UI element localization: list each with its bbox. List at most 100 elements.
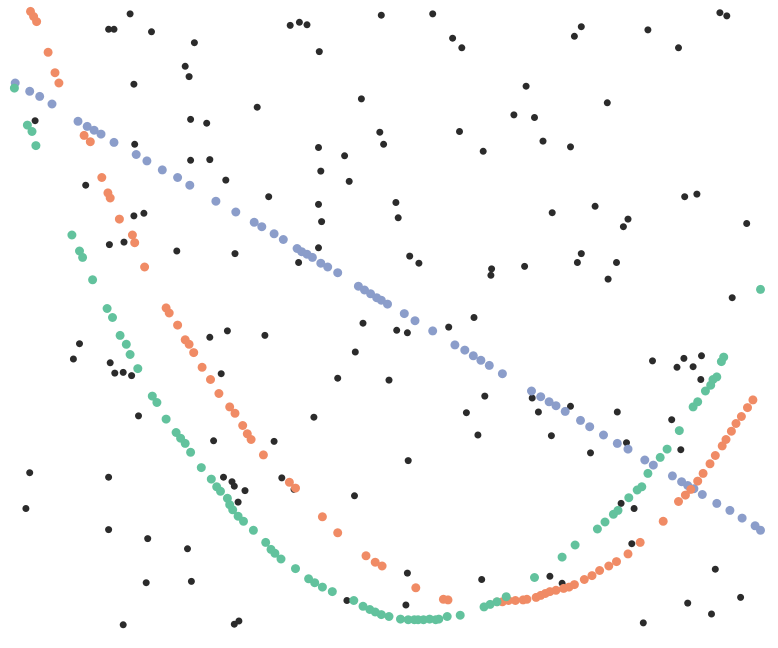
point-noise-32 — [380, 140, 388, 148]
series-curve-orange — [26, 6, 758, 607]
point-curve-blue-43 — [536, 392, 546, 402]
point-curve-orange-23 — [214, 389, 224, 398]
point-curve-blue-5 — [82, 121, 92, 131]
point-noise-115 — [404, 457, 412, 465]
point-curve-green-60 — [530, 573, 539, 582]
point-curve-orange-34 — [361, 551, 371, 561]
point-noise-83 — [445, 323, 453, 331]
point-noise-81 — [393, 326, 401, 334]
point-curve-blue-63 — [756, 525, 765, 535]
point-curve-orange-32 — [317, 512, 327, 522]
point-noise-3 — [148, 28, 155, 36]
point-curve-green-72 — [662, 444, 672, 454]
point-curve-blue-61 — [737, 513, 747, 523]
point-noise-15 — [577, 23, 585, 31]
point-curve-blue-50 — [612, 438, 622, 448]
point-curve-orange-63 — [680, 490, 690, 500]
point-noise-85 — [76, 340, 83, 348]
point-curve-green-15 — [152, 398, 162, 407]
point-noise-128 — [630, 505, 638, 512]
point-curve-green-34 — [276, 554, 286, 564]
point-curve-orange-64 — [686, 484, 696, 494]
point-curve-blue-10 — [142, 156, 152, 166]
point-curve-blue-19 — [278, 235, 288, 244]
point-curve-orange-3 — [43, 47, 53, 57]
point-noise-40 — [341, 152, 349, 160]
point-curve-green-59 — [501, 592, 511, 602]
point-curve-green-58 — [492, 597, 502, 607]
point-curve-green-12 — [125, 350, 135, 359]
point-noise-73 — [487, 271, 495, 279]
point-noise-145 — [119, 621, 127, 629]
point-curve-orange-37 — [411, 583, 421, 593]
point-noise-48 — [318, 218, 326, 226]
point-curve-green-21 — [196, 463, 206, 473]
point-noise-93 — [385, 376, 393, 384]
point-curve-orange-43 — [510, 596, 520, 605]
point-curve-green-31 — [261, 537, 271, 547]
point-noise-126 — [351, 492, 358, 500]
point-noise-1 — [105, 25, 113, 33]
point-curve-green-22 — [206, 474, 216, 484]
point-noise-149 — [708, 610, 715, 618]
point-curve-green-57 — [485, 599, 495, 609]
point-noise-19 — [723, 12, 731, 20]
point-curve-blue-9 — [131, 150, 141, 159]
point-curve-blue-11 — [157, 165, 167, 175]
point-curve-blue-3 — [47, 99, 57, 109]
point-curve-orange-8 — [97, 173, 107, 182]
point-curve-green-10 — [115, 330, 125, 340]
point-curve-green-4 — [67, 230, 77, 240]
point-noise-112 — [547, 432, 555, 440]
point-curve-green-8 — [102, 304, 112, 313]
point-noise-87 — [106, 359, 114, 367]
point-curve-orange-28 — [246, 435, 256, 444]
point-curve-green-2 — [27, 127, 37, 136]
point-curve-orange-31 — [291, 483, 300, 493]
point-noise-67 — [415, 259, 423, 267]
point-noise-113 — [587, 449, 594, 457]
point-noise-97 — [698, 352, 705, 360]
point-noise-103 — [481, 392, 489, 400]
point-curve-green-46 — [396, 614, 405, 624]
point-curve-green-61 — [557, 552, 567, 562]
point-noise-7 — [377, 11, 385, 19]
point-curve-green-41 — [358, 601, 368, 611]
point-noise-94 — [649, 357, 656, 365]
point-noise-100 — [135, 412, 142, 420]
point-curve-green-3 — [31, 141, 41, 151]
point-curve-orange-45 — [522, 594, 532, 604]
point-curve-orange-67 — [705, 459, 715, 469]
point-noise-96 — [673, 363, 681, 371]
series-curve-blue — [10, 78, 765, 535]
point-curve-blue-37 — [460, 345, 470, 355]
point-noise-80 — [359, 319, 367, 327]
point-curve-blue-23 — [307, 252, 317, 262]
point-curve-green-70 — [643, 468, 653, 478]
point-noise-53 — [624, 215, 632, 223]
point-noise-29 — [31, 117, 39, 125]
series-noise — [22, 9, 751, 629]
point-curve-blue-34 — [410, 316, 420, 326]
point-noise-23 — [253, 103, 261, 111]
point-curve-green-14 — [147, 391, 157, 401]
point-curve-orange-5 — [54, 78, 64, 88]
point-curve-green-62 — [570, 540, 580, 550]
point-curve-blue-41 — [497, 369, 507, 379]
point-curve-orange-58 — [612, 557, 621, 567]
point-noise-134 — [403, 569, 411, 577]
point-curve-blue-8 — [109, 137, 119, 147]
point-curve-orange-68 — [710, 451, 720, 460]
point-noise-52 — [548, 209, 556, 217]
point-curve-orange-17 — [173, 320, 183, 330]
point-noise-127 — [617, 499, 625, 507]
point-noise-21 — [130, 80, 138, 88]
point-curve-green-11 — [121, 339, 131, 349]
point-noise-78 — [206, 333, 214, 341]
point-curve-blue-17 — [257, 222, 267, 232]
point-curve-blue-16 — [249, 217, 259, 227]
point-curve-blue-51 — [623, 444, 633, 454]
point-curve-blue-14 — [211, 196, 221, 206]
point-curve-orange-26 — [238, 421, 248, 430]
point-noise-82 — [403, 329, 411, 337]
